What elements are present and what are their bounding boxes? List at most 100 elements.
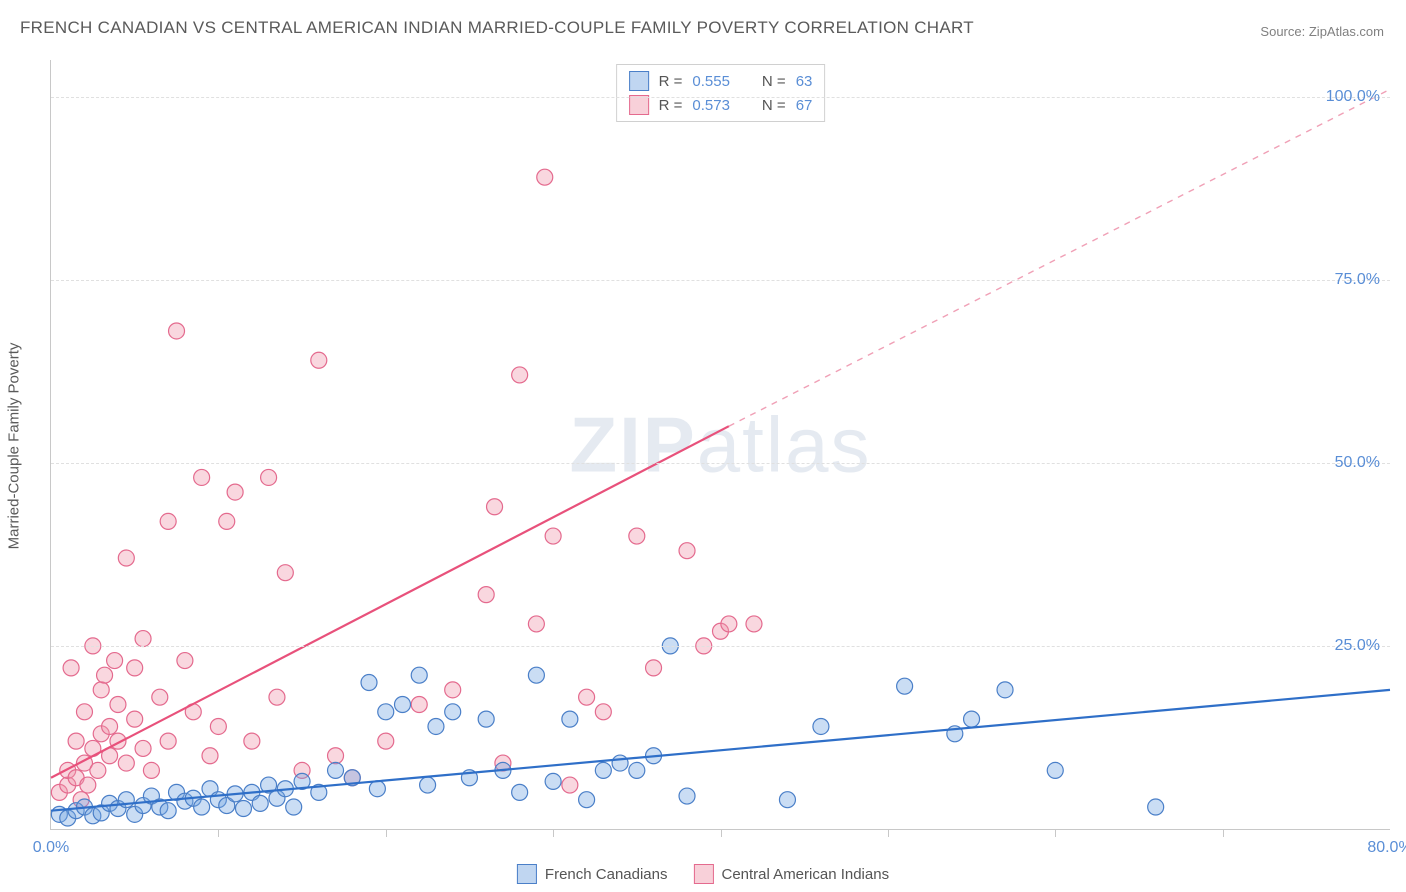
scatter-point <box>545 528 561 544</box>
scatter-point <box>202 748 218 764</box>
scatter-point <box>90 762 106 778</box>
scatter-point <box>512 367 528 383</box>
scatter-point <box>378 704 394 720</box>
scatter-point <box>135 740 151 756</box>
source-link[interactable]: ZipAtlas.com <box>1309 24 1384 39</box>
scatter-point <box>194 799 210 815</box>
trend-line-extrapolated <box>729 89 1390 426</box>
scatter-point <box>445 682 461 698</box>
gridline <box>51 97 1390 98</box>
scatter-point <box>813 718 829 734</box>
x-minor-tick <box>721 829 722 837</box>
legend-series: French Canadians Central American Indian… <box>517 864 889 884</box>
scatter-point <box>286 799 302 815</box>
scatter-point <box>679 543 695 559</box>
scatter-point <box>160 733 176 749</box>
scatter-point <box>328 762 344 778</box>
source-citation: Source: ZipAtlas.com <box>1260 24 1384 39</box>
scatter-point <box>169 323 185 339</box>
scatter-point <box>107 653 123 669</box>
scatter-point <box>219 513 235 529</box>
scatter-point <box>595 762 611 778</box>
scatter-point <box>76 704 92 720</box>
scatter-point <box>118 550 134 566</box>
scatter-point <box>595 704 611 720</box>
scatter-point <box>252 795 268 811</box>
scatter-point <box>177 653 193 669</box>
scatter-point <box>579 689 595 705</box>
scatter-point <box>545 773 561 789</box>
scatter-point <box>63 660 79 676</box>
scatter-point <box>746 616 762 632</box>
legend-label: Central American Indians <box>721 866 889 883</box>
scatter-point <box>1148 799 1164 815</box>
scatter-point <box>152 689 168 705</box>
scatter-point <box>261 469 277 485</box>
gridline <box>51 280 1390 281</box>
scatter-point <box>411 667 427 683</box>
scatter-point <box>487 499 503 515</box>
scatter-point <box>127 660 143 676</box>
scatter-point <box>378 733 394 749</box>
scatter-point <box>478 587 494 603</box>
scatter-point <box>80 777 96 793</box>
scatter-point <box>478 711 494 727</box>
scatter-point <box>118 755 134 771</box>
scatter-point <box>629 762 645 778</box>
scatter-point <box>528 616 544 632</box>
x-minor-tick <box>218 829 219 837</box>
scatter-point <box>269 689 285 705</box>
x-minor-tick <box>553 829 554 837</box>
x-tick-label: 0.0% <box>33 839 69 857</box>
scatter-point <box>629 528 645 544</box>
scatter-point <box>579 792 595 808</box>
scatter-point <box>394 696 410 712</box>
scatter-point <box>160 803 176 819</box>
scatter-point <box>420 777 436 793</box>
swatch-blue-icon <box>517 864 537 884</box>
scatter-point <box>277 565 293 581</box>
y-tick-label: 25.0% <box>1335 637 1380 655</box>
scatter-point <box>964 711 980 727</box>
scatter-point <box>679 788 695 804</box>
scatter-point <box>428 718 444 734</box>
legend-item-french: French Canadians <box>517 864 668 884</box>
scatter-point <box>127 711 143 727</box>
scatter-point <box>779 792 795 808</box>
plot-area: ZIPatlas R = 0.555 N = 63 R = 0.573 N = … <box>50 60 1390 830</box>
scatter-point <box>528 667 544 683</box>
scatter-point <box>235 800 251 816</box>
x-minor-tick <box>386 829 387 837</box>
scatter-point <box>194 469 210 485</box>
scatter-point <box>102 718 118 734</box>
scatter-point <box>562 777 578 793</box>
swatch-pink-icon <box>693 864 713 884</box>
scatter-point <box>369 781 385 797</box>
scatter-point <box>612 755 628 771</box>
scatter-point <box>646 660 662 676</box>
source-label: Source: <box>1260 24 1305 39</box>
scatter-point <box>160 513 176 529</box>
legend-item-central: Central American Indians <box>693 864 889 884</box>
chart-svg <box>51 60 1390 829</box>
gridline <box>51 646 1390 647</box>
scatter-point <box>93 682 109 698</box>
y-tick-label: 50.0% <box>1335 454 1380 472</box>
scatter-point <box>97 667 113 683</box>
scatter-point <box>512 784 528 800</box>
y-tick-label: 75.0% <box>1335 271 1380 289</box>
scatter-point <box>110 696 126 712</box>
scatter-point <box>721 616 737 632</box>
scatter-point <box>562 711 578 727</box>
chart-title: FRENCH CANADIAN VS CENTRAL AMERICAN INDI… <box>20 18 974 38</box>
scatter-point <box>244 733 260 749</box>
scatter-point <box>311 352 327 368</box>
scatter-point <box>143 762 159 778</box>
gridline <box>51 463 1390 464</box>
trend-line <box>51 426 729 778</box>
scatter-point <box>210 718 226 734</box>
x-minor-tick <box>1223 829 1224 837</box>
trend-line <box>51 690 1390 811</box>
scatter-point <box>328 748 344 764</box>
legend-label: French Canadians <box>545 866 668 883</box>
